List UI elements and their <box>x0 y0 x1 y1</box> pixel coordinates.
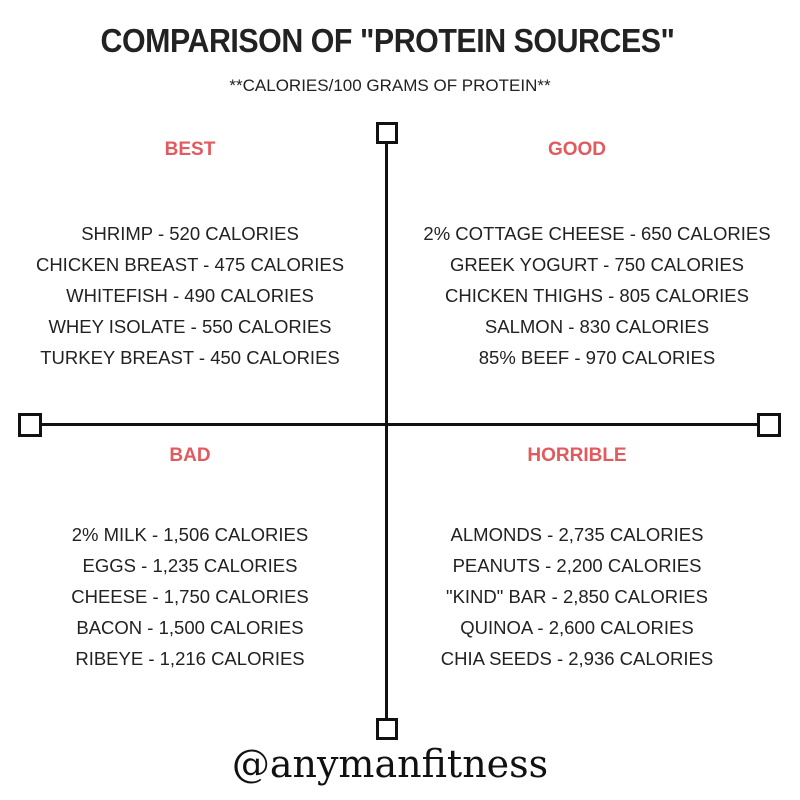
list-item: 2% MILK - 1,506 CALORIES <box>71 524 309 545</box>
list-item: WHITEFISH - 490 CALORIES <box>66 285 314 306</box>
list-item: RIBEYE - 1,216 CALORIES <box>75 648 305 669</box>
axis-end-square-left <box>18 413 42 437</box>
vertical-axis <box>385 140 388 720</box>
list-item: ALMONDS - 2,735 CALORIES <box>450 524 704 545</box>
bad-list: 2% MILK - 1,506 CALORIES EGGS - 1,235 CA… <box>0 519 385 674</box>
horizontal-axis <box>40 423 760 426</box>
list-item: CHIA SEEDS - 2,936 CALORIES <box>440 648 714 669</box>
axis-end-square-top <box>376 122 398 144</box>
quadrant-label-bad: BAD <box>169 445 211 466</box>
list-item: CHEESE - 1,750 CALORIES <box>71 586 309 607</box>
list-item: TURKEY BREAST - 450 CALORIES <box>40 347 340 368</box>
subtitle: **CALORIES/100 GRAMS OF PROTEIN** <box>229 76 551 95</box>
list-item: PEANUTS - 2,200 CALORIES <box>452 555 702 576</box>
social-handle: @anymanfitness <box>231 742 549 786</box>
page-title: COMPARISON OF "PROTEIN SOURCES" <box>100 22 675 59</box>
list-item: SHRIMP - 520 CALORIES <box>81 223 299 244</box>
list-item: QUINOA - 2,600 CALORIES <box>460 617 694 638</box>
list-item: 2% COTTAGE CHEESE - 650 CALORIES <box>423 223 771 244</box>
axis-end-square-bottom <box>376 718 398 740</box>
list-item: GREEK YOGURT - 750 CALORIES <box>449 254 745 275</box>
horrible-list: ALMONDS - 2,735 CALORIES PEANUTS - 2,200… <box>382 519 772 674</box>
list-item: EGGS - 1,235 CALORIES <box>82 555 298 576</box>
list-item: CHICKEN THIGHS - 805 CALORIES <box>445 285 749 306</box>
list-item: "KIND" BAR - 2,850 CALORIES <box>446 586 708 607</box>
quadrant-label-good: GOOD <box>547 139 607 160</box>
list-item: WHEY ISOLATE - 550 CALORIES <box>48 316 332 337</box>
list-item: SALMON - 830 CALORIES <box>484 316 710 337</box>
good-list: 2% COTTAGE CHEESE - 650 CALORIES GREEK Y… <box>402 218 792 373</box>
best-list: SHRIMP - 520 CALORIES CHICKEN BREAST - 4… <box>0 218 385 373</box>
list-item: CHICKEN BREAST - 475 CALORIES <box>35 254 345 275</box>
list-item: BACON - 1,500 CALORIES <box>76 617 304 638</box>
quadrant-label-horrible: HORRIBLE <box>527 445 627 466</box>
axis-end-square-right <box>757 413 781 437</box>
quadrant-label-best: BEST <box>164 139 216 160</box>
list-item: 85% BEEF - 970 CALORIES <box>478 347 716 368</box>
